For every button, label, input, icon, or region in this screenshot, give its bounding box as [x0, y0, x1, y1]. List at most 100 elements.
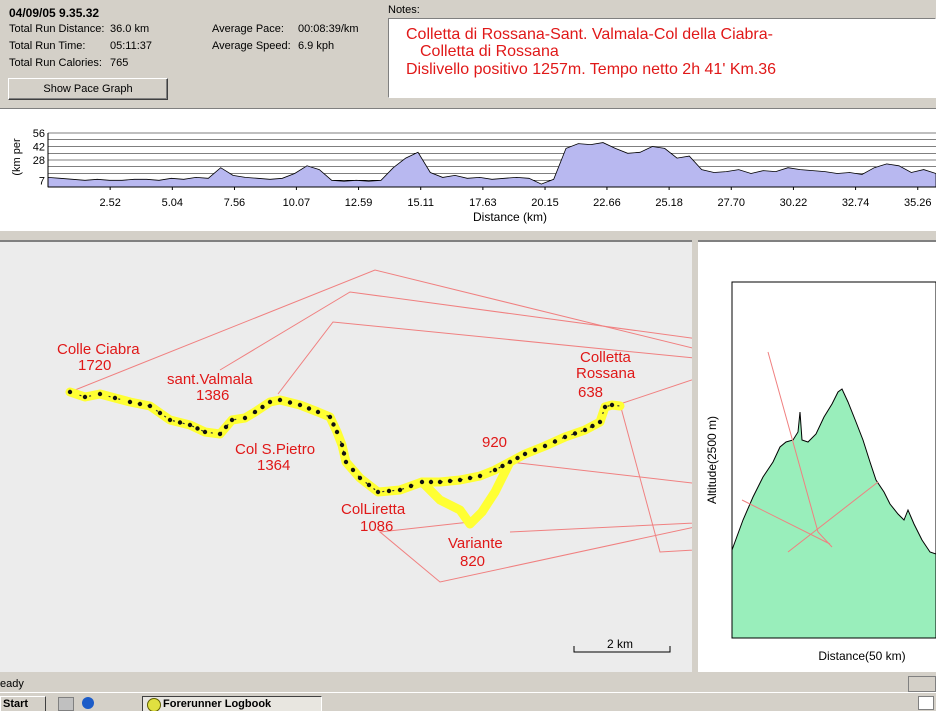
route-waypoint	[582, 427, 588, 433]
pane-splitter[interactable]	[692, 240, 698, 670]
speed-label: Average Speed:	[212, 40, 291, 52]
route-waypoint	[82, 394, 88, 400]
route-waypoint	[297, 402, 303, 408]
route-waypoint	[223, 424, 229, 430]
speed-chart: 2.52 5.04 7.56 10.07 12.59 15.11 17.63 20.15 22.…	[11, 128, 936, 224]
speed-x-tick-label: 15.11	[407, 197, 434, 209]
route-waypoint	[562, 434, 568, 440]
map-pane[interactable]: Colle Ciabra 1720 sant.Valmala 1386 Col …	[0, 240, 921, 672]
map-scale-bar: 2 km	[573, 637, 671, 653]
route-waypoint	[492, 467, 498, 473]
route-waypoint	[572, 431, 578, 436]
route-waypoint	[357, 475, 363, 481]
route-waypoints	[67, 389, 615, 495]
route-waypoint	[341, 451, 347, 456]
show-pace-graph-button[interactable]: Show Pace Graph	[8, 78, 168, 100]
route-waypoint	[457, 477, 463, 483]
speed-x-axis-label: Distance (km)	[473, 210, 547, 224]
route-waypoint	[187, 422, 193, 428]
marker-colle-ciabra: Colle Ciabra	[57, 341, 140, 358]
start-button[interactable]: Start	[0, 696, 46, 711]
route-waypoint	[167, 417, 173, 423]
route-waypoint	[242, 415, 248, 421]
start-label: Start	[3, 698, 29, 710]
marker-638: 638	[578, 384, 603, 401]
speed-x-tick-label: 7.56	[224, 197, 245, 209]
status-panel	[908, 676, 936, 692]
altitude-chart: Altitude(2500 m) Distance(50 km)	[705, 281, 936, 663]
route-waypoint	[609, 402, 615, 408]
altitude-profile	[731, 388, 936, 639]
ie-icon[interactable]	[82, 697, 94, 709]
speed-y-tick-label: 42	[33, 142, 45, 154]
route-waypoint	[127, 399, 133, 405]
speed-x-tick-label: 25.18	[655, 197, 683, 209]
route-waypoint	[437, 479, 443, 485]
route-waypoint	[157, 410, 163, 416]
distance-value: 36.0 km	[110, 23, 150, 35]
route-waypoint	[260, 404, 265, 410]
marker-920: 920	[482, 434, 507, 451]
route-waypoint	[522, 451, 528, 457]
route-waypoint	[343, 459, 349, 465]
route-waypoint	[477, 473, 483, 479]
speed-x-tick-label: 32.74	[842, 197, 870, 209]
marker-colliretta-elev: 1086	[360, 518, 393, 535]
speed-x-tick-label: 27.70	[718, 197, 746, 209]
tray-icon[interactable]	[918, 696, 934, 710]
route-waypoint	[252, 409, 258, 415]
marker-col-s-pietro: Col S.Pietro	[235, 441, 315, 458]
notes-line-2: Colletta di Rossana	[420, 43, 559, 60]
marker-sant-valmala: sant.Valmala	[167, 371, 253, 388]
route-waypoint	[327, 414, 333, 420]
route-waypoint	[366, 482, 372, 488]
route-waypoint	[97, 391, 103, 397]
route-waypoint	[277, 397, 283, 403]
speed-y-tick-label: 7	[39, 175, 45, 187]
marker-col-s-pietro-elev: 1364	[257, 457, 290, 474]
speed-y-tick-label: 28	[33, 155, 45, 167]
route-waypoint	[467, 475, 473, 481]
app-icon	[147, 698, 161, 711]
route-waypoint	[428, 479, 434, 485]
route-waypoint	[315, 409, 321, 415]
speed-x-tick-label: 5.04	[162, 197, 183, 209]
notes-textbox[interactable]: Colletta di Rossana-Sant. Valmala-Col de…	[388, 18, 936, 98]
route-waypoint	[147, 403, 153, 409]
route-map: Colle Ciabra 1720 sant.Valmala 1386 Col …	[57, 269, 921, 653]
speed-x-tick-label: 17.63	[469, 197, 497, 209]
speed-x-tick-label: 30.22	[780, 197, 808, 209]
route-waypoint	[602, 404, 608, 410]
route-waypoint	[507, 459, 513, 465]
speed-y-tick-label: 56	[33, 128, 45, 140]
route-waypoint	[542, 443, 548, 449]
speed-x-tick-label: 22.66	[593, 197, 621, 209]
route-waypoint	[137, 401, 143, 407]
route-waypoint	[447, 478, 453, 484]
marker-colletta-rossana: Rossana	[576, 365, 636, 382]
route-track-highlight	[65, 387, 625, 497]
speed-x-tick-label: 2.52	[99, 197, 120, 209]
speed-x-tick-label: 10.07	[283, 197, 311, 209]
marker-colliretta: ColLiretta	[341, 501, 406, 518]
route-track-variant-highlight	[417, 457, 515, 529]
marker-colle-ciabra-elev: 1720	[78, 357, 111, 374]
time-value: 05:11:37	[110, 40, 153, 52]
route-waypoint	[331, 422, 336, 427]
speed-area-series	[47, 142, 936, 188]
speed-y-axis-label: (km per	[11, 138, 23, 176]
speed-value: 6.9 kph	[298, 40, 335, 52]
route-waypoint	[375, 489, 381, 495]
speed-x-tick-label: 35.26	[904, 197, 932, 209]
altitude-pane: Altitude(2500 m) Distance(50 km)	[698, 240, 936, 672]
run-datetime: 04/09/05 9.35.32	[9, 6, 100, 20]
speed-x-tick-label: 12.59	[345, 197, 373, 209]
distance-label: Total Run Distance:	[9, 23, 105, 35]
route-waypoint	[217, 431, 223, 437]
taskbar-forerunner-logbook[interactable]: Forerunner Logbook	[142, 696, 322, 711]
route-waypoint	[334, 429, 340, 435]
calories-value: 765	[110, 57, 129, 69]
route-waypoint	[306, 406, 312, 411]
altitude-y-label: Altitude(2500 m)	[705, 416, 719, 504]
route-waypoint	[590, 423, 595, 429]
